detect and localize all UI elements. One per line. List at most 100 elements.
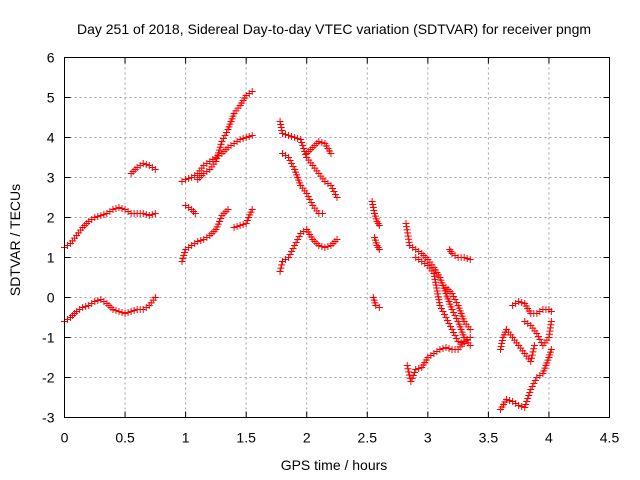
data-point	[448, 326, 456, 333]
data-point	[445, 320, 453, 327]
data-point	[217, 140, 225, 148]
data-point	[375, 222, 383, 229]
data-point	[306, 196, 314, 203]
data-point	[302, 151, 310, 158]
data-point	[444, 317, 452, 324]
data-point	[142, 161, 150, 168]
data-point	[130, 307, 138, 314]
data-point	[404, 365, 412, 373]
data-point	[94, 297, 102, 304]
data-point	[292, 239, 300, 246]
data-point	[197, 237, 205, 244]
data-point	[466, 334, 474, 341]
data-point	[216, 218, 224, 225]
data-point	[528, 383, 536, 390]
plot-frame	[64, 57, 610, 418]
data-point	[243, 217, 251, 224]
data-point	[276, 118, 284, 125]
y-tick-label: 3	[47, 170, 55, 186]
data-point	[82, 303, 90, 310]
data-point	[435, 299, 443, 307]
data-point	[411, 369, 419, 376]
series-seg-d3	[369, 294, 383, 311]
data-point	[533, 330, 541, 337]
data-point	[151, 166, 159, 173]
data-point	[547, 346, 555, 353]
data-point	[454, 338, 462, 345]
y-tick-label: 1	[47, 250, 55, 266]
data-point	[300, 145, 308, 152]
data-point	[127, 308, 135, 315]
data-point	[321, 244, 329, 251]
data-point	[524, 395, 532, 402]
data-point	[285, 154, 293, 161]
data-point	[248, 88, 256, 95]
data-point	[327, 150, 335, 157]
data-point	[453, 299, 461, 306]
data-point	[239, 221, 247, 228]
data-point	[453, 315, 461, 322]
data-point	[288, 160, 296, 167]
data-point	[289, 245, 297, 252]
data-point	[534, 333, 542, 340]
data-point	[214, 149, 222, 157]
data-point	[303, 190, 311, 197]
data-point	[277, 121, 285, 128]
series-seg-b2	[194, 88, 256, 183]
data-point	[432, 281, 440, 289]
data-point	[498, 337, 506, 344]
data-point	[450, 309, 458, 316]
data-point	[333, 194, 341, 201]
data-point	[433, 284, 441, 292]
data-point	[245, 133, 253, 140]
data-point	[298, 139, 306, 146]
data-point	[497, 343, 505, 350]
data-point	[527, 358, 535, 365]
data-point	[242, 220, 250, 227]
x-tick-label: 2.5	[358, 430, 378, 446]
data-point	[221, 132, 229, 139]
data-point	[276, 268, 284, 275]
data-point	[233, 223, 241, 230]
data-point	[279, 130, 286, 137]
data-point	[435, 296, 443, 304]
y-tick-label: 5	[47, 90, 55, 106]
data-point	[466, 326, 474, 333]
data-point	[139, 160, 147, 167]
data-point	[370, 207, 378, 214]
data-point	[230, 224, 238, 231]
y-tick-label: -1	[42, 330, 55, 346]
data-point	[191, 210, 199, 217]
data-point	[327, 182, 335, 189]
data-point	[148, 211, 156, 218]
data-point	[216, 143, 224, 151]
series-seg-f2	[497, 326, 538, 365]
data-point	[437, 305, 445, 312]
data-point	[434, 293, 442, 301]
data-point	[515, 402, 523, 409]
series-seg-f1	[497, 346, 555, 413]
data-point	[432, 278, 440, 286]
data-point	[118, 309, 126, 316]
series-seg-a3	[61, 294, 159, 325]
data-point	[151, 210, 159, 217]
data-point	[242, 134, 250, 141]
y-axis-label: SDTVAR / TECUs	[7, 184, 23, 296]
data-point	[324, 243, 332, 250]
data-point	[403, 223, 411, 231]
data-point	[430, 272, 438, 280]
data-point	[530, 342, 538, 349]
data-point	[523, 398, 531, 405]
x-tick-label: 4	[545, 430, 553, 446]
data-point	[299, 142, 307, 149]
data-point	[528, 354, 536, 362]
data-point	[291, 134, 299, 141]
data-points	[61, 88, 555, 413]
data-point	[224, 206, 232, 213]
data-point	[404, 229, 412, 237]
data-point	[285, 254, 293, 261]
data-point	[219, 135, 227, 142]
data-point	[430, 270, 438, 277]
data-point	[442, 344, 450, 351]
data-point	[529, 348, 537, 356]
